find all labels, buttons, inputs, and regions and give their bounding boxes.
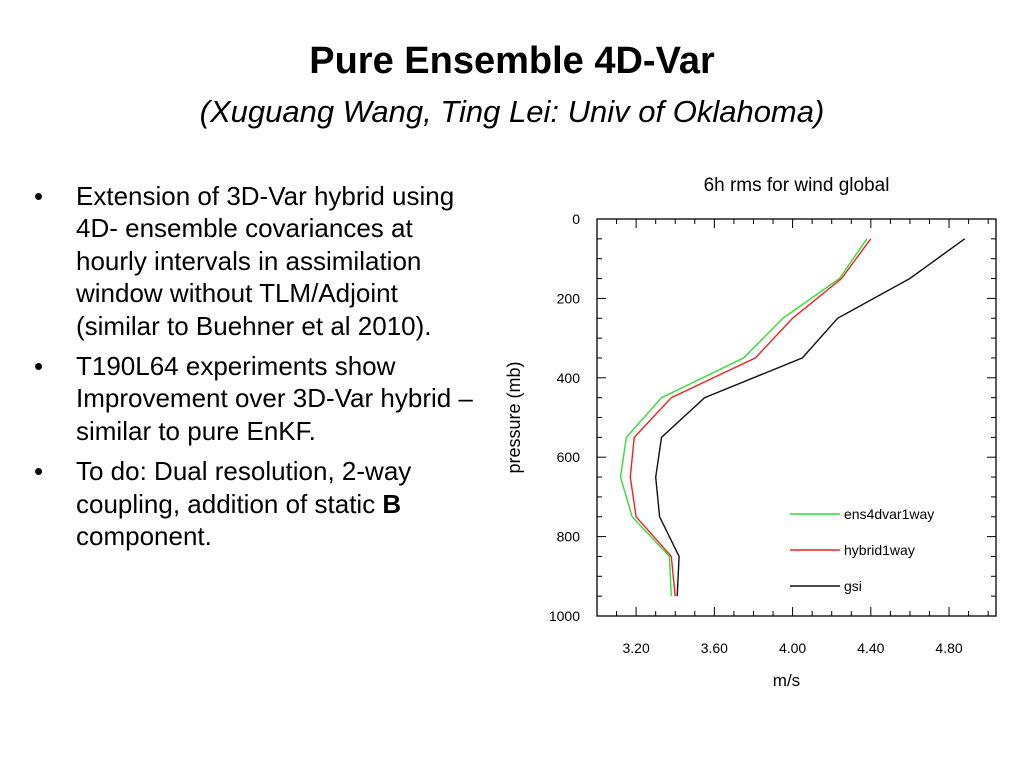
bullet-text: T190L64 experiments show Improvement ove… — [76, 351, 473, 446]
legend-label: gsi — [844, 578, 862, 594]
rms-wind-chart: 6h rms for wind global 0 200 400 600 800 1000 3… — [504, 175, 997, 690]
slide-subtitle: (Xuguang Wang, Ting Lei: Univ of Oklahom… — [199, 94, 825, 129]
chart-title: 6h rms for wind global — [704, 175, 890, 196]
y-tick-label: 200 — [557, 290, 581, 306]
chart-container: 6h rms for wind global 0 200 400 600 800 1000 3… — [490, 160, 1020, 700]
y-tick-label: 1000 — [549, 608, 580, 624]
y-tick-label: 400 — [557, 370, 581, 386]
bullet-item: • T190L64 experiments show Improvement o… — [34, 350, 474, 447]
plot-frame — [596, 218, 997, 617]
y-tick-label: 0 — [572, 211, 580, 227]
x-tick-label: 3.60 — [701, 640, 728, 656]
y-tick-label: 600 — [557, 449, 581, 465]
legend-label: ens4dvar1way — [844, 506, 934, 522]
series-line-hybrid1way — [629, 238, 872, 597]
slide-title: Pure Ensemble 4D-Var — [309, 40, 715, 82]
x-tick-label: 3.20 — [622, 640, 649, 656]
x-axis-label: m/s — [773, 671, 800, 690]
bullet-icon: • — [34, 456, 44, 487]
bullet-list: • Extension of 3D-Var hybrid using 4D- e… — [34, 180, 474, 560]
bullet-text: To do: Dual resolution, 2-way coupling, … — [76, 456, 411, 551]
bullet-item: • To do: Dual resolution, 2-way coupling… — [34, 455, 474, 552]
bullet-bold-symbol: B — [382, 488, 402, 519]
y-tick-label: 800 — [557, 529, 581, 545]
legend-label: hybrid1way — [844, 542, 915, 558]
x-tick-label: 4.40 — [857, 640, 884, 656]
x-tick-label: 4.80 — [935, 640, 962, 656]
x-tick-label: 4.00 — [779, 640, 806, 656]
bullet-icon: • — [34, 181, 44, 211]
series-line-gsi — [654, 238, 966, 597]
bullet-text: Extension of 3D-Var hybrid using 4D- ens… — [76, 181, 455, 341]
series-line-ens4dvar1way — [619, 238, 868, 597]
bullet-text-part: component. — [76, 521, 212, 552]
bullet-icon: • — [34, 351, 44, 382]
bullet-text-part: To do: Dual resolution, 2-way coupling, … — [76, 456, 412, 519]
y-axis-label: pressure (mb) — [504, 361, 524, 473]
bullet-item: • Extension of 3D-Var hybrid using 4D- e… — [34, 180, 474, 342]
